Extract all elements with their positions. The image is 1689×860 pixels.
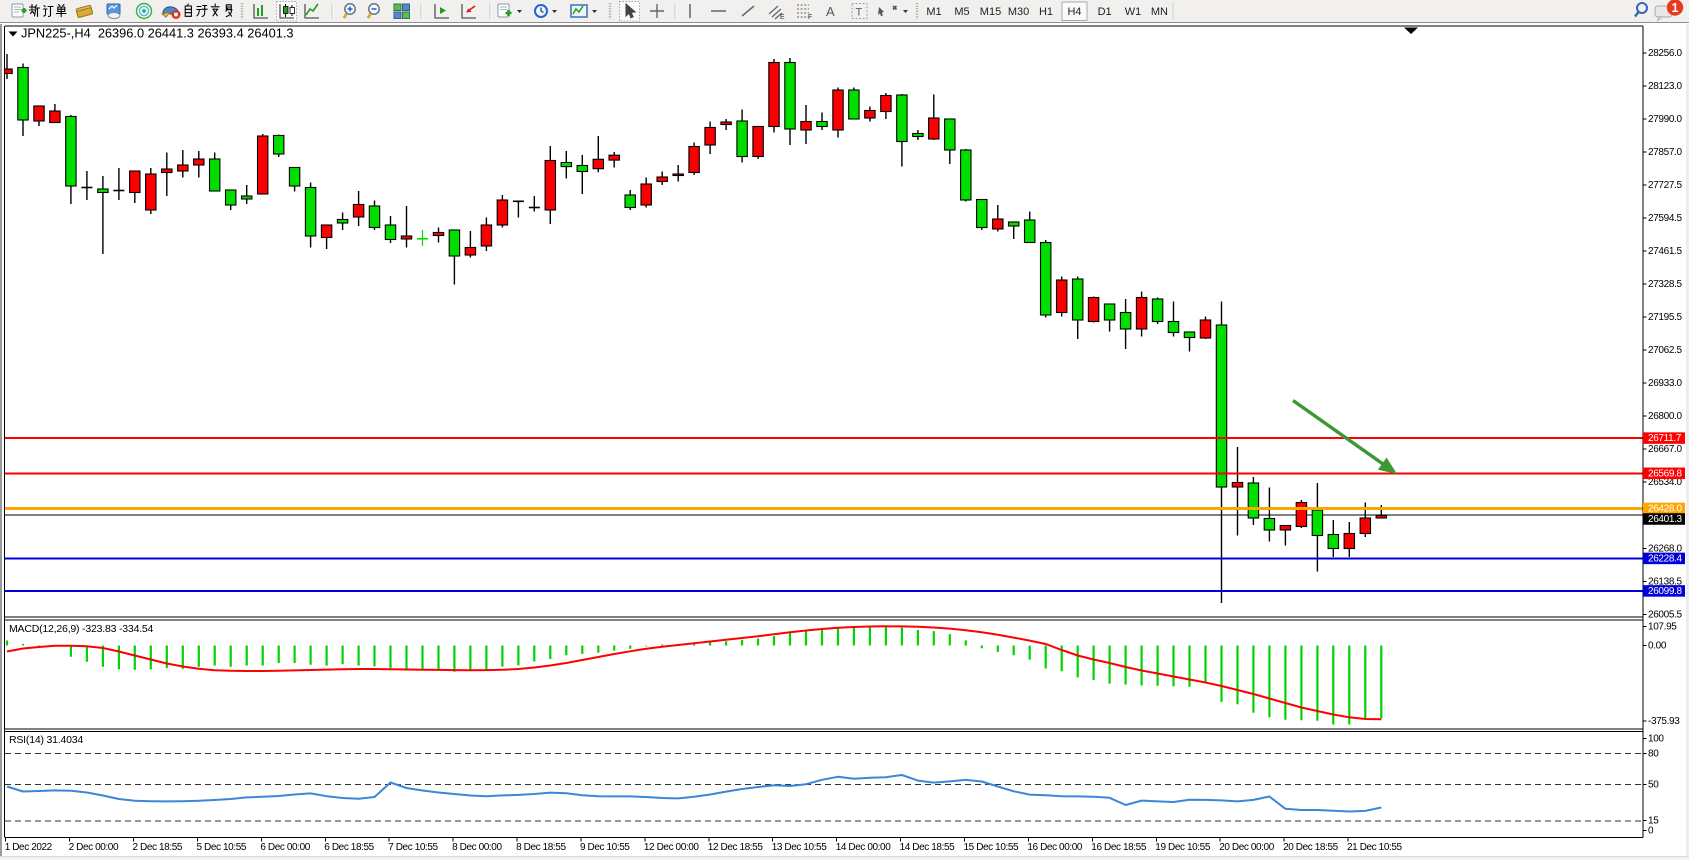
- svg-text:RSI(14) 31.4034: RSI(14) 31.4034: [9, 734, 83, 746]
- svg-text:9 Dec 10:55: 9 Dec 10:55: [580, 842, 630, 853]
- svg-text:13 Dec 10:55: 13 Dec 10:55: [772, 842, 828, 853]
- svg-text:W1: W1: [1125, 6, 1142, 18]
- svg-text:MN: MN: [1151, 6, 1168, 18]
- svg-text:27062.5: 27062.5: [1648, 345, 1682, 356]
- svg-text:27727.5: 27727.5: [1648, 180, 1682, 191]
- svg-text:6 Dec 18:55: 6 Dec 18:55: [324, 842, 374, 853]
- svg-text:20 Dec 00:00: 20 Dec 00:00: [1219, 842, 1275, 853]
- svg-text:H1: H1: [1039, 6, 1053, 18]
- svg-text:E: E: [780, 14, 785, 21]
- svg-text:100: 100: [1648, 734, 1664, 745]
- svg-text:8 Dec 00:00: 8 Dec 00:00: [452, 842, 502, 853]
- svg-text:2 Dec 00:00: 2 Dec 00:00: [69, 842, 119, 853]
- svg-text:16 Dec 18:55: 16 Dec 18:55: [1091, 842, 1147, 853]
- svg-text:F: F: [808, 14, 812, 21]
- svg-text:26534.0: 26534.0: [1648, 477, 1682, 488]
- svg-text:0: 0: [1648, 826, 1654, 837]
- svg-text:12 Dec 18:55: 12 Dec 18:55: [708, 842, 764, 853]
- svg-text:A: A: [826, 4, 835, 19]
- svg-text:0.00: 0.00: [1648, 641, 1667, 652]
- svg-text:26800.0: 26800.0: [1648, 411, 1682, 422]
- svg-text:26711.7: 26711.7: [1648, 433, 1682, 444]
- svg-text:-375.93: -375.93: [1648, 716, 1680, 727]
- svg-text:M5: M5: [954, 6, 969, 18]
- svg-text:M30: M30: [1008, 6, 1029, 18]
- svg-text:H4: H4: [1067, 6, 1081, 18]
- svg-text:27328.5: 27328.5: [1648, 279, 1682, 290]
- svg-text:6 Dec 00:00: 6 Dec 00:00: [260, 842, 310, 853]
- svg-text:8 Dec 18:55: 8 Dec 18:55: [516, 842, 566, 853]
- svg-text:27195.5: 27195.5: [1648, 312, 1682, 323]
- svg-text:26569.8: 26569.8: [1648, 468, 1682, 479]
- svg-text:107.95: 107.95: [1648, 622, 1677, 633]
- svg-text:28123.0: 28123.0: [1648, 81, 1682, 92]
- svg-text:26099.8: 26099.8: [1648, 586, 1682, 597]
- svg-text:15: 15: [1648, 816, 1659, 827]
- svg-text:26667.0: 26667.0: [1648, 444, 1682, 455]
- svg-text:M15: M15: [980, 6, 1001, 18]
- svg-text:26268.0: 26268.0: [1648, 543, 1682, 554]
- svg-text:5 Dec 10:55: 5 Dec 10:55: [197, 842, 247, 853]
- svg-text:27461.5: 27461.5: [1648, 246, 1682, 257]
- svg-text:2 Dec 18:55: 2 Dec 18:55: [133, 842, 183, 853]
- svg-text:16 Dec 00:00: 16 Dec 00:00: [1027, 842, 1083, 853]
- svg-text:D1: D1: [1098, 6, 1112, 18]
- svg-text:15 Dec 10:55: 15 Dec 10:55: [964, 842, 1020, 853]
- svg-text:M1: M1: [926, 6, 941, 18]
- svg-text:26005.5: 26005.5: [1648, 609, 1682, 620]
- svg-text:1 Dec 2022: 1 Dec 2022: [5, 842, 53, 853]
- svg-text:14 Dec 00:00: 14 Dec 00:00: [836, 842, 892, 853]
- svg-text:80: 80: [1648, 748, 1659, 759]
- svg-text:21 Dec 10:55: 21 Dec 10:55: [1347, 842, 1403, 853]
- svg-text:26933.0: 26933.0: [1648, 378, 1682, 389]
- svg-text:MACD(12,26,9) -323.83 -334.54: MACD(12,26,9) -323.83 -334.54: [9, 623, 154, 635]
- svg-text:27594.5: 27594.5: [1648, 213, 1682, 224]
- svg-text:26138.5: 26138.5: [1648, 576, 1682, 587]
- svg-text:12 Dec 00:00: 12 Dec 00:00: [644, 842, 700, 853]
- svg-text:26228.4: 26228.4: [1648, 554, 1682, 565]
- svg-text:7 Dec 10:55: 7 Dec 10:55: [388, 842, 438, 853]
- svg-text:T: T: [856, 7, 863, 19]
- svg-text:14 Dec 18:55: 14 Dec 18:55: [900, 842, 956, 853]
- svg-text:27857.0: 27857.0: [1648, 147, 1682, 158]
- svg-text:1: 1: [1672, 1, 1679, 15]
- svg-text:50: 50: [1648, 779, 1659, 790]
- svg-text:19 Dec 10:55: 19 Dec 10:55: [1155, 842, 1211, 853]
- svg-text:JPN225-,H4 26396.0 26441.3 26: JPN225-,H4 26396.0 26441.3 26393.4 26401…: [21, 26, 294, 41]
- svg-text:20 Dec 18:55: 20 Dec 18:55: [1283, 842, 1339, 853]
- svg-text:26428.0: 26428.0: [1648, 504, 1682, 515]
- svg-text:27990.0: 27990.0: [1648, 114, 1682, 125]
- svg-text:26401.3: 26401.3: [1648, 514, 1682, 525]
- svg-text:28256.0: 28256.0: [1648, 48, 1682, 59]
